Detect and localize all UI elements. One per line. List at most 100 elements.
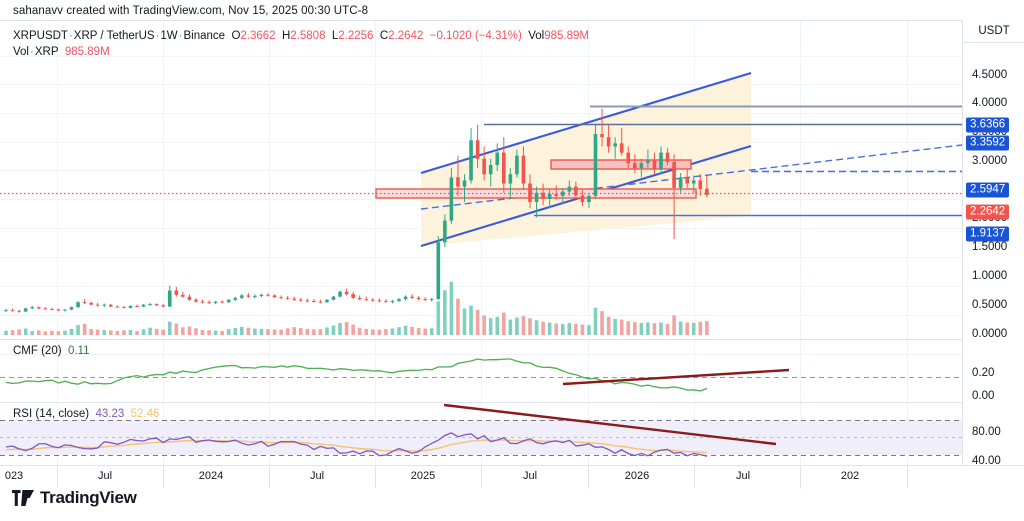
- volume-bar: [95, 329, 100, 335]
- volume-bar: [449, 281, 454, 335]
- volume-bar: [462, 308, 467, 335]
- rsi-descending-trendline: [443, 403, 777, 446]
- volume-bar: [698, 321, 703, 335]
- candle-body: [495, 152, 500, 165]
- candle-body: [633, 163, 637, 169]
- price-pane[interactable]: XRPUSDT·XRP / TetherUS·1W·Binance O2.366…: [0, 21, 962, 339]
- volume-bar: [135, 331, 139, 335]
- price-marker-blue[interactable]: 1.9137: [966, 226, 1010, 242]
- time-scale[interactable]: 023 Jul 2024 Jul 2025 Jul 2026 Jul 202: [0, 465, 1024, 488]
- price-marker-blue[interactable]: 2.5947: [966, 182, 1010, 198]
- time-separator: [907, 466, 908, 488]
- price-marker-red[interactable]: 2.2642: [966, 204, 1010, 220]
- candle-body: [502, 152, 506, 184]
- volume-bar: [253, 328, 257, 335]
- volume-bar: [10, 330, 15, 335]
- time-separator: [694, 466, 695, 488]
- cmf-pane-canvas: [0, 340, 962, 402]
- candle-body: [194, 299, 198, 302]
- volume-bar: [646, 322, 650, 335]
- volume-bar: [194, 328, 198, 335]
- volume-bar: [606, 316, 611, 335]
- candle-body: [554, 194, 558, 196]
- price-marker-blue[interactable]: 3.3592: [966, 135, 1010, 151]
- candle-body: [685, 177, 689, 184]
- candle-body: [220, 301, 224, 303]
- candlestick-series: [4, 108, 709, 313]
- volume-bar: [272, 329, 277, 335]
- price-tick: 1.5000: [972, 241, 1008, 253]
- candle-body: [305, 300, 310, 302]
- candle-body: [344, 291, 349, 295]
- candle-body: [161, 305, 165, 307]
- volume-bar: [23, 328, 28, 335]
- volume-bar: [429, 328, 434, 335]
- volume-bar: [488, 318, 493, 335]
- price-tick: 1.0000: [972, 270, 1008, 282]
- volume-bar: [515, 317, 519, 335]
- candle-body: [384, 300, 388, 302]
- volume-bar: [580, 324, 585, 335]
- time-separator: [269, 466, 270, 488]
- volume-bar: [63, 330, 67, 335]
- rsi-line-series: [5, 432, 708, 457]
- candle-body: [318, 301, 323, 303]
- volume-bar: [403, 325, 408, 335]
- candle-body: [338, 291, 342, 297]
- candle-body: [377, 300, 382, 302]
- candle-body: [312, 300, 316, 302]
- volume-bar: [587, 325, 591, 335]
- volume-bar: [541, 321, 545, 335]
- time-separator: [57, 466, 58, 488]
- horizontal-levels: [484, 105, 962, 217]
- price-tick: 4.5000: [972, 69, 1008, 81]
- time-separator: [481, 466, 482, 488]
- candle-body: [574, 186, 578, 196]
- price-tick: 0.0000: [972, 328, 1008, 340]
- volume-bar: [639, 322, 644, 335]
- volume-bar: [76, 324, 80, 335]
- time-separator: [163, 466, 164, 488]
- volume-bar: [305, 328, 310, 335]
- candle-body: [187, 296, 192, 300]
- volume-bar: [141, 329, 146, 335]
- volume-bar: [574, 323, 578, 335]
- volume-bar: [279, 329, 283, 335]
- volume-bar: [560, 324, 565, 335]
- volume-bar: [187, 326, 192, 335]
- candle-body: [331, 296, 336, 300]
- volume-bar: [482, 315, 486, 335]
- rsi-pane[interactable]: RSI (14, close) 43.23 52.46: [0, 403, 962, 466]
- candle-body: [423, 299, 427, 301]
- volume-bar: [423, 328, 427, 335]
- volume-bar: [325, 327, 329, 335]
- candle-body: [82, 302, 87, 304]
- cmf-pane[interactable]: CMF (20) 0.11: [0, 340, 962, 402]
- candle-body: [515, 155, 519, 175]
- time-separator: [588, 466, 589, 488]
- volume-bar: [17, 329, 21, 335]
- price-marker-blue[interactable]: 3.6366: [966, 117, 1010, 133]
- candle-body: [698, 180, 703, 190]
- volume-bar: [292, 327, 296, 335]
- candle-body: [207, 302, 211, 304]
- candle-body: [521, 155, 526, 184]
- candle-body: [672, 161, 676, 188]
- volume-bar: [469, 305, 473, 335]
- candle-body: [488, 164, 493, 175]
- volume-bar: [36, 330, 41, 335]
- volume-bar: [672, 315, 676, 335]
- candle-body: [567, 186, 572, 192]
- time-tick: 2024: [198, 470, 224, 482]
- candle-body: [240, 295, 244, 298]
- chart-frame[interactable]: XRPUSDT·XRP / TetherUS·1W·Binance O2.366…: [0, 20, 1024, 466]
- candle-body: [4, 310, 8, 312]
- time-separator: [375, 466, 376, 488]
- indicator-tick: 80.00: [972, 426, 1001, 438]
- candle-body: [469, 140, 473, 181]
- candle-body: [416, 297, 421, 300]
- volume-bar: [633, 322, 637, 335]
- candle-body: [95, 304, 100, 306]
- price-scale[interactable]: USDT 4.50004.00003.50003.00002.50002.000…: [962, 20, 1024, 467]
- volume-bar: [161, 329, 165, 335]
